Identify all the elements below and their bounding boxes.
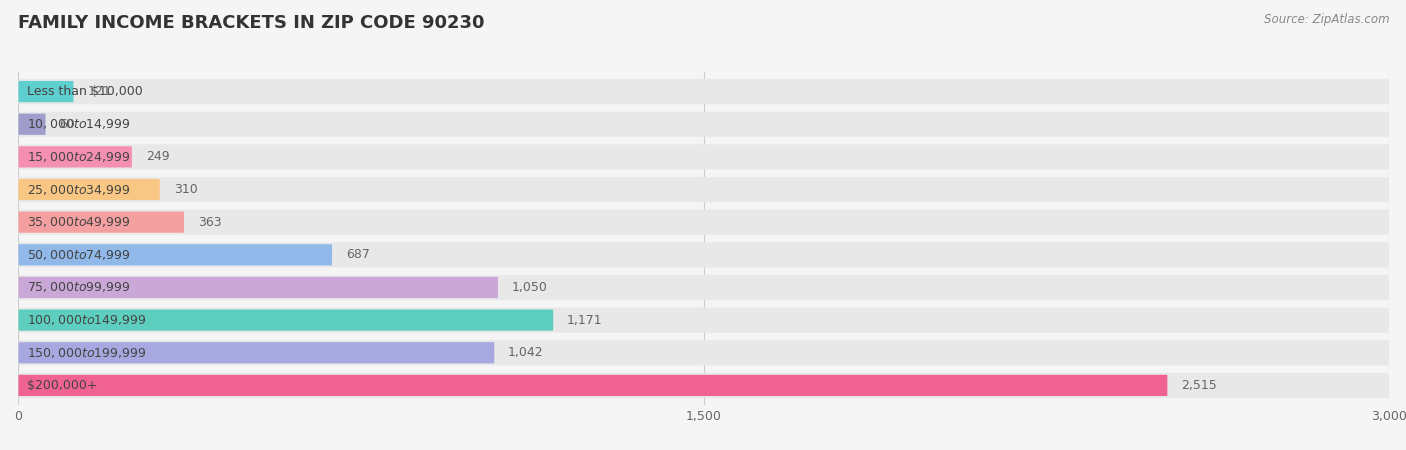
Text: Source: ZipAtlas.com: Source: ZipAtlas.com — [1264, 14, 1389, 27]
FancyBboxPatch shape — [18, 146, 132, 167]
Text: Less than $10,000: Less than $10,000 — [27, 85, 142, 98]
Text: $15,000 to $24,999: $15,000 to $24,999 — [27, 150, 129, 164]
Text: $25,000 to $34,999: $25,000 to $34,999 — [27, 183, 129, 197]
Text: $10,000 to $14,999: $10,000 to $14,999 — [27, 117, 129, 131]
Text: 60: 60 — [59, 118, 76, 131]
Text: $35,000 to $49,999: $35,000 to $49,999 — [27, 215, 129, 229]
FancyBboxPatch shape — [18, 114, 45, 135]
Text: $50,000 to $74,999: $50,000 to $74,999 — [27, 248, 129, 262]
Text: $150,000 to $199,999: $150,000 to $199,999 — [27, 346, 146, 360]
Text: $200,000+: $200,000+ — [27, 379, 97, 392]
Text: 2,515: 2,515 — [1181, 379, 1218, 392]
Text: 1,042: 1,042 — [508, 346, 544, 359]
Text: 1,050: 1,050 — [512, 281, 548, 294]
FancyBboxPatch shape — [18, 210, 1389, 235]
FancyBboxPatch shape — [18, 212, 184, 233]
Text: $100,000 to $149,999: $100,000 to $149,999 — [27, 313, 146, 327]
FancyBboxPatch shape — [18, 179, 160, 200]
Text: 363: 363 — [198, 216, 222, 229]
FancyBboxPatch shape — [18, 112, 1389, 137]
FancyBboxPatch shape — [18, 244, 332, 266]
FancyBboxPatch shape — [18, 307, 1389, 333]
FancyBboxPatch shape — [18, 277, 498, 298]
FancyBboxPatch shape — [18, 342, 495, 364]
FancyBboxPatch shape — [18, 81, 73, 102]
FancyBboxPatch shape — [18, 340, 1389, 365]
FancyBboxPatch shape — [18, 242, 1389, 267]
Text: 249: 249 — [146, 150, 169, 163]
FancyBboxPatch shape — [18, 177, 1389, 202]
FancyBboxPatch shape — [18, 144, 1389, 170]
Text: $75,000 to $99,999: $75,000 to $99,999 — [27, 280, 129, 294]
Text: 1,171: 1,171 — [567, 314, 603, 327]
Text: 310: 310 — [174, 183, 197, 196]
Text: FAMILY INCOME BRACKETS IN ZIP CODE 90230: FAMILY INCOME BRACKETS IN ZIP CODE 90230 — [18, 14, 485, 32]
Text: 121: 121 — [87, 85, 111, 98]
Text: 687: 687 — [346, 248, 370, 261]
FancyBboxPatch shape — [18, 79, 1389, 104]
FancyBboxPatch shape — [18, 275, 1389, 300]
FancyBboxPatch shape — [18, 373, 1389, 398]
FancyBboxPatch shape — [18, 375, 1167, 396]
FancyBboxPatch shape — [18, 310, 553, 331]
